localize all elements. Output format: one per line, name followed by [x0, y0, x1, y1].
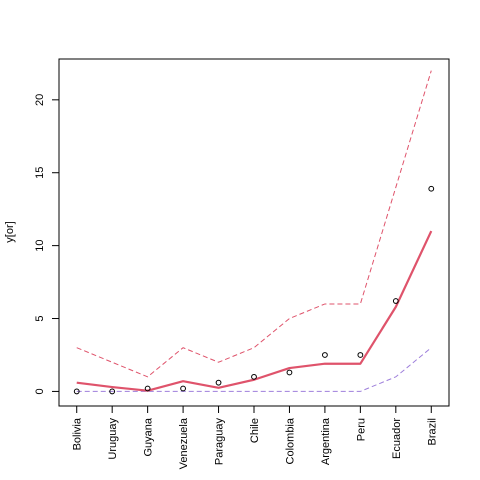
y-tick-label: 0 [34, 388, 46, 394]
data-point [73, 388, 80, 395]
x-tick-label: Colombia [284, 417, 296, 464]
y-axis: 0 5 10 15 20 [34, 94, 59, 394]
x-tick-label: Argentina [320, 417, 332, 465]
plot-frame [58, 58, 450, 407]
x-tick-label: Uruguay [107, 418, 119, 460]
x-tick-label: Bolivia [72, 417, 84, 450]
y-tick-label: 20 [34, 94, 46, 106]
x-tick-label: Peru [355, 418, 367, 441]
data-point [357, 352, 364, 358]
y-tick-label: 10 [34, 239, 46, 251]
y-tick-label: 5 [34, 315, 46, 321]
y-tick-label: 15 [34, 167, 46, 179]
fit-line [76, 230, 433, 392]
x-tick-label: Brazil [426, 418, 438, 446]
x-tick-label: Venezuela [178, 417, 190, 469]
data-point [180, 385, 186, 392]
upper-bound-line [76, 70, 432, 378]
data-point [251, 373, 257, 380]
series-layer [73, 70, 435, 395]
x-tick-label: Ecuador [391, 418, 403, 459]
x-tick-label: Chile [249, 418, 261, 443]
x-tick-label: Paraguay [214, 418, 226, 466]
data-point [428, 185, 435, 192]
data-point [109, 388, 116, 395]
data-point [215, 379, 222, 386]
x-tick-label: Guyana [143, 417, 155, 456]
x-axis: Bolivia Uruguay Guyana Venezuela Paraguay Chi… [72, 406, 438, 469]
lower-bound-line [76, 347, 432, 392]
data-point [286, 369, 293, 376]
data-point [392, 298, 399, 304]
y-axis-title: y[or] [4, 221, 16, 242]
data-point [322, 352, 328, 358]
data-point [144, 385, 151, 392]
